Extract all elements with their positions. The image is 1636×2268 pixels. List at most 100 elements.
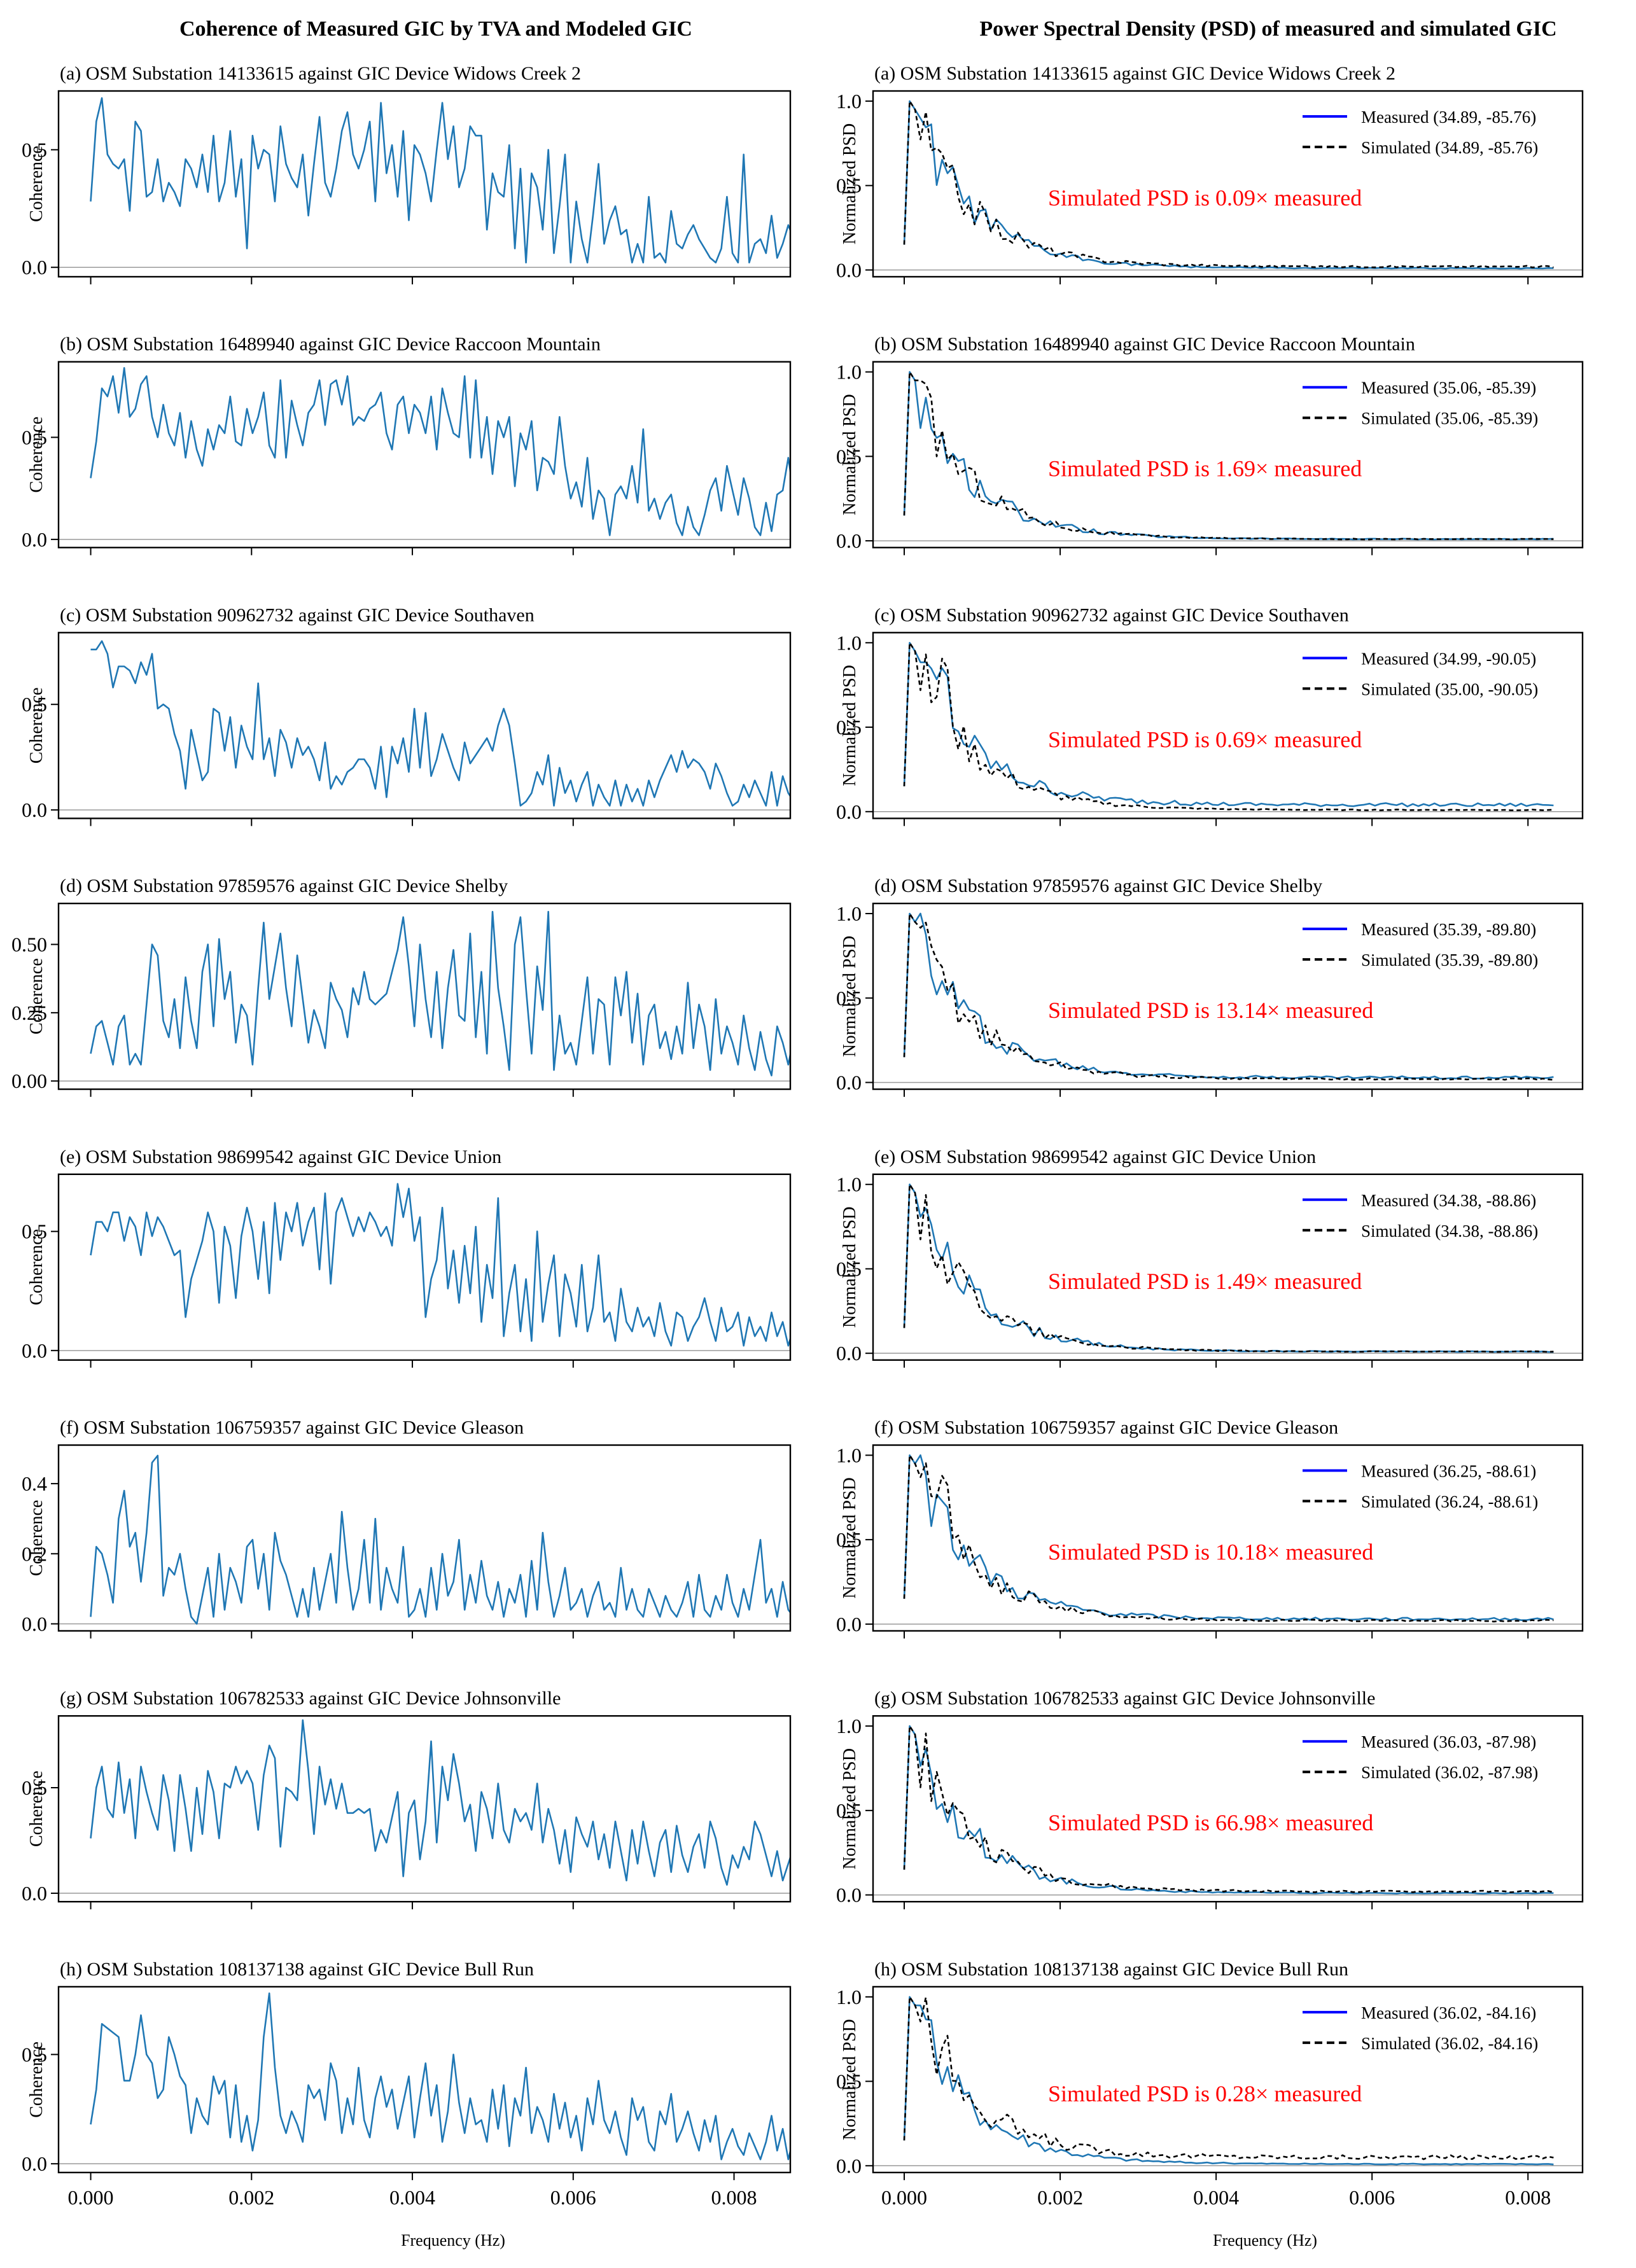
y-tick-label: 0.5 [836,716,862,739]
plot-area [90,910,790,1076]
panel-title: (g) OSM Substation 106782533 against GIC… [874,1688,1375,1709]
x-tick-label: 0.004 [1193,2186,1239,2209]
coherence-panel-h: (h) OSM Substation 108137138 against GIC… [22,1959,792,2209]
legend-simulated-label: Simulated (36.24, -88.61) [1361,1492,1538,1512]
panel-title: (h) OSM Substation 108137138 against GIC… [60,1959,534,1980]
psd-panel-a: (a) OSM Substation 14133615 against GIC … [836,63,1584,284]
plot-frame [872,902,1584,1090]
y-axis-label: Normalized PSD [840,936,860,1057]
psd-ratio-annotation: Simulated PSD is 13.14× measured [1048,998,1373,1023]
legend-measured-label: Measured (36.25, -88.61) [1361,1462,1536,1481]
measured-psd-line [903,1996,1554,2166]
y-tick-label: 0.0 [22,1882,47,1905]
psd-panel-e: (e) OSM Substation 98699542 against GIC … [836,1146,1584,1368]
y-axis-label: Normalized PSD [840,2019,860,2141]
y-tick-label: 1.0 [836,1715,862,1737]
x-axis-label-left: Frequency (Hz) [401,2231,505,2250]
psd-ratio-annotation: Simulated PSD is 0.09× measured [1048,185,1362,211]
measured-psd-line [903,641,1554,807]
y-axis-label: Normalized PSD [840,394,860,515]
y-tick-label: 1.0 [836,1444,862,1466]
plot-area [90,640,790,807]
plot-frame [872,1173,1584,1361]
left-column-title: Coherence of Measured GIC by TVA and Mod… [179,17,692,41]
x-tick-label: 0.002 [1037,2186,1083,2209]
coherence-panel-e: (e) OSM Substation 98699542 against GIC … [22,1146,792,1368]
plot-frame [57,1715,792,1903]
panel-title: (f) OSM Substation 106759357 against GIC… [60,1417,524,1438]
legend-measured-label: Measured (34.89, -85.76) [1361,108,1536,127]
plot-frame [57,1986,792,2174]
plot-frame [872,632,1584,819]
y-tick-label: 0.5 [836,1799,862,1822]
coherence-panel-f: (f) OSM Substation 106759357 against GIC… [22,1417,792,1639]
x-tick-label: 0.000 [68,2186,114,2209]
measured-psd-line [903,1725,1554,1895]
simulated-psd-line [903,641,1554,811]
y-tick-label: 0.5 [22,2043,47,2066]
plot-frame [57,902,792,1090]
coherence-line [90,1454,790,1625]
plot-frame [872,90,1584,278]
plot-frame [57,90,792,278]
y-tick-label: 0.0 [22,1339,47,1362]
panel-title: (e) OSM Substation 98699542 against GIC … [874,1146,1316,1167]
psd-panel-g: (g) OSM Substation 106782533 against GIC… [836,1688,1584,1910]
y-tick-label: 0.0 [22,528,47,551]
plot-area [90,1719,790,1886]
coherence-line [90,910,790,1076]
y-axis-label: Normalized PSD [840,123,860,245]
coherence-panel-a: (a) OSM Substation 14133615 against GIC … [22,63,792,284]
psd-ratio-annotation: Simulated PSD is 1.69× measured [1048,456,1362,482]
y-tick-label: 0.5 [836,2070,862,2093]
y-tick-label: 0.50 [11,933,47,956]
y-axis-label: Coherence [27,958,46,1034]
legend-simulated-label: Simulated (34.38, -88.86) [1361,1221,1538,1241]
x-tick-label: 0.006 [1349,2186,1395,2209]
y-tick-label: 0.0 [836,529,862,552]
legend-measured-label: Measured (34.99, -90.05) [1361,649,1536,668]
coherence-line [90,1992,790,2160]
y-tick-label: 0.5 [22,426,47,449]
panel-title: (f) OSM Substation 106759357 against GIC… [874,1417,1338,1438]
y-tick-label: 0.0 [22,256,47,279]
psd-panel-f: (f) OSM Substation 106759357 against GIC… [836,1417,1584,1639]
coherence-line [90,1719,790,1886]
simulated-psd-line [903,1454,1554,1623]
panel-title: (c) OSM Substation 90962732 against GIC … [60,604,535,625]
plot-area [903,1725,1554,1895]
plot-frame [57,1173,792,1361]
legend-simulated-label: Simulated (35.00, -90.05) [1361,679,1538,699]
panel-title: (e) OSM Substation 98699542 against GIC … [60,1146,501,1167]
simulated-psd-line [903,1183,1554,1353]
plot-area [903,1996,1554,2166]
panel-title: (d) OSM Substation 97859576 against GIC … [60,875,508,896]
panel-title: (b) OSM Substation 16489940 against GIC … [60,334,601,355]
y-axis-label: Normalized PSD [840,665,860,786]
simulated-psd-line [903,100,1554,268]
plot-area [90,1183,790,1347]
legend-measured-label: Measured (35.39, -89.80) [1361,920,1536,939]
plot-frame [57,1444,792,1632]
right-column-title: Power Spectral Density (PSD) of measured… [979,17,1556,41]
y-tick-label: 0.5 [22,1776,47,1799]
psd-panel-c: (c) OSM Substation 90962732 against GIC … [836,604,1584,826]
plot-area [90,1454,790,1625]
legend-simulated-label: Simulated (36.02, -84.16) [1361,2034,1538,2053]
y-tick-label: 0.5 [22,693,47,716]
coherence-panel-g: (g) OSM Substation 106782533 against GIC… [22,1688,792,1910]
legend-measured-label: Measured (36.02, -84.16) [1361,2003,1536,2022]
coherence-panel-b: (b) OSM Substation 16489940 against GIC … [22,334,792,555]
y-tick-label: 1.0 [836,902,862,925]
plot-area [903,1183,1554,1353]
y-axis-label: Coherence [27,1771,46,1847]
plot-area [903,912,1554,1081]
measured-psd-line [903,1454,1554,1621]
y-tick-label: 0.0 [836,800,862,823]
y-tick-label: 0.0 [836,1613,862,1636]
simulated-psd-line [903,1725,1554,1893]
y-tick-label: 1.0 [836,361,862,384]
legend-measured-label: Measured (36.03, -87.98) [1361,1732,1536,1751]
